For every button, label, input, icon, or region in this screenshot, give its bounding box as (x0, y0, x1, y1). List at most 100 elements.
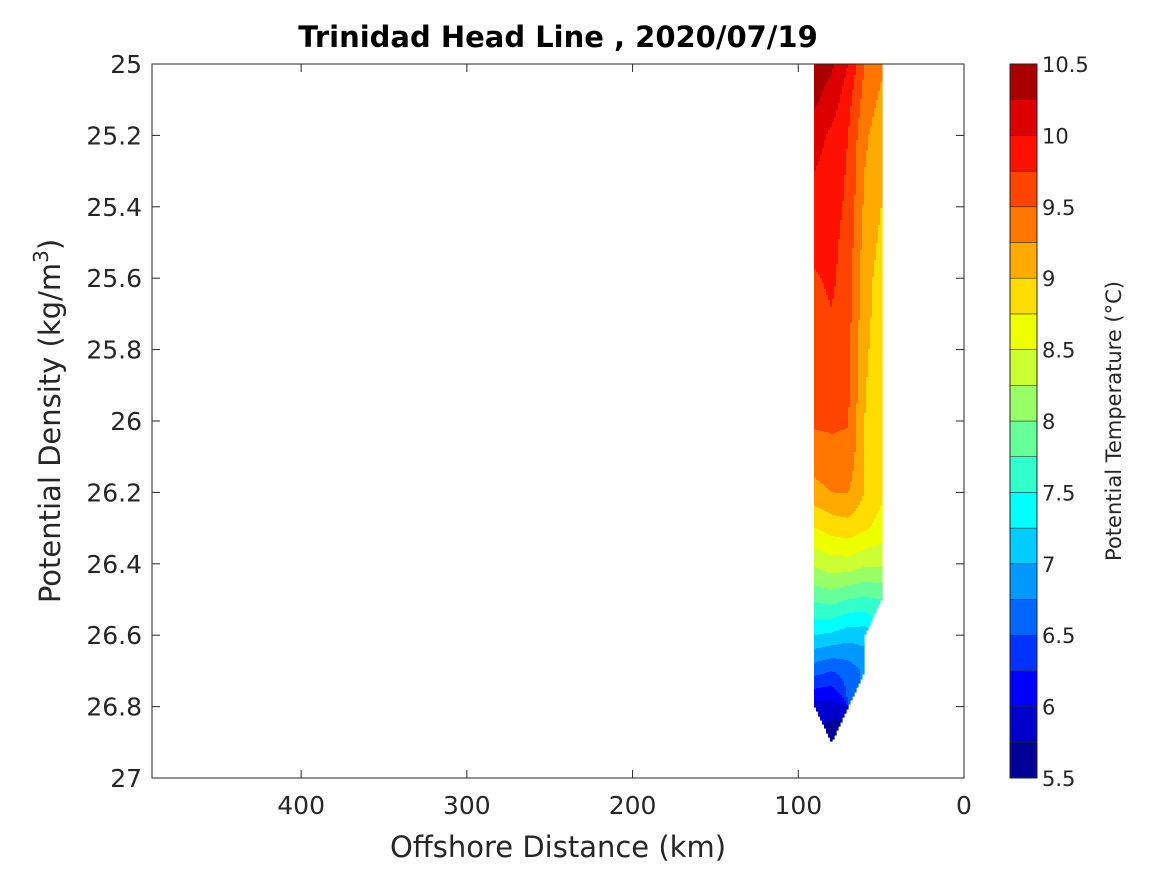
colorbar-swatch (1009, 563, 1038, 600)
contour-band-segment (854, 452, 857, 512)
contour-band-segment (820, 634, 823, 649)
y-axis-label-superscript: 3 (29, 250, 53, 263)
contour-band-segment (826, 295, 829, 433)
contour-band-segment (850, 613, 853, 628)
contour-band-segment (848, 613, 851, 628)
contour-band-segment (816, 568, 819, 587)
contour-band-segment (842, 587, 845, 602)
contour-band-segment (868, 64, 871, 135)
contour-band-segment (828, 79, 831, 131)
contour-band-segment (850, 643, 853, 663)
contour-band-segment (830, 492, 833, 515)
contour-band-segment (850, 323, 853, 483)
contour-band-segment (866, 530, 869, 550)
contour-band-segment (838, 493, 841, 517)
contour-band-segment (830, 686, 833, 702)
contour-band-segment (818, 634, 821, 649)
contour-band-segment (818, 619, 821, 635)
contour-band-segment (832, 122, 835, 300)
contour-band-segment (822, 484, 825, 511)
contour-band-segment (848, 599, 851, 614)
contour-band-segment (822, 510, 825, 533)
contour-band-segment (874, 260, 877, 520)
contour-band-segment (876, 545, 879, 568)
y-axis-label-close: ) (33, 239, 67, 250)
contour-band-segment (830, 556, 833, 574)
contour-band-segment (834, 64, 837, 118)
contour-band-segment (840, 659, 843, 679)
contour-band-segment (834, 702, 837, 721)
contour-band-segment (852, 537, 855, 556)
contour-band-segment (868, 529, 871, 549)
contour-band-segment (824, 571, 827, 589)
contour-band-segment (826, 659, 829, 673)
contour-band-segment (828, 721, 831, 738)
contour-band-segment (830, 573, 833, 591)
contour-band-segment (838, 516, 841, 538)
contour-band-segment (856, 584, 859, 599)
contour-band-segment (868, 548, 871, 568)
contour-band-segment (820, 661, 823, 675)
contour-band-segment (814, 64, 817, 109)
contour-band-segment (838, 64, 841, 104)
colorbar-swatch (1009, 527, 1038, 565)
contour-band-segment (866, 64, 869, 151)
colorbar-tick-label: 7 (1042, 553, 1055, 577)
contour-band-segment (824, 511, 827, 534)
contour-band-segment (814, 649, 817, 664)
contour-band-segment (848, 661, 851, 705)
contour-band-segment (820, 509, 823, 532)
contour-band-segment (842, 698, 845, 706)
contour-band-segment (820, 551, 823, 571)
contour-band-segment (870, 548, 873, 568)
contour-band-segment (824, 687, 827, 702)
contour-band-segment (862, 646, 865, 675)
contour-band-segment (848, 64, 851, 127)
colorbar-swatch (1009, 135, 1038, 172)
colorbar-swatch (1009, 206, 1038, 243)
contour-band-segment (852, 627, 855, 644)
contour-band-segment (860, 626, 863, 647)
contour-band-segment (836, 720, 839, 731)
contour-band-segment (816, 648, 819, 663)
contour-band-segment (872, 117, 875, 278)
contour-band-segment (842, 430, 845, 494)
contour-band-segment (874, 64, 877, 109)
contour-band-segment (866, 150, 869, 378)
contour-band-segment (838, 556, 841, 574)
contour-band-segment (830, 720, 833, 742)
contour-band-segment (850, 538, 853, 556)
contour-band-segment (880, 64, 883, 83)
contour-band-segment (818, 275, 821, 431)
contour-band-segment (814, 108, 817, 172)
contour-band-segment (872, 598, 875, 618)
y-tick-label: 25.4 (86, 193, 142, 222)
contour-band-segment (824, 673, 827, 688)
contour-band-segment (878, 510, 881, 545)
contour-band-segment (840, 94, 843, 221)
x-tick-label: 0 (956, 791, 972, 820)
contour-band-segment (814, 635, 817, 650)
x-tick-label: 300 (443, 791, 491, 820)
contour-band-segment (870, 64, 873, 127)
contour-band-segment (864, 549, 867, 568)
contour-band-segment (846, 705, 849, 707)
y-tick-label: 26.2 (86, 478, 142, 507)
contour-band-segment (876, 567, 879, 584)
contour-band-segment (820, 483, 823, 510)
contour-band-segment (838, 720, 841, 727)
contour-band-segment (842, 601, 845, 616)
contour-band-segment (818, 688, 821, 702)
contour-band-segment (846, 697, 849, 706)
contour-band-segment (860, 646, 863, 680)
contour-band-segment (842, 201, 845, 431)
contour-band-segment (832, 672, 835, 688)
contour-band-segment (852, 664, 855, 697)
contour-band-segment (880, 543, 883, 568)
colorbar-swatch (1009, 420, 1038, 457)
contour-band-segment (832, 589, 835, 605)
contour-band-segment (822, 647, 825, 661)
contour-band-segment (836, 674, 839, 692)
contour-band-segment (838, 103, 841, 240)
contour-band-segment (828, 633, 831, 647)
